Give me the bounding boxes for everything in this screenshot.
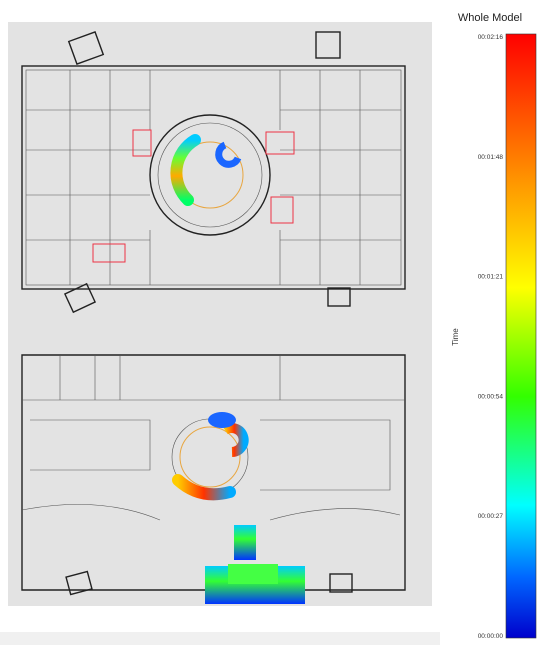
legend-tick-label: 00:00:54 — [478, 393, 504, 400]
scrollbar[interactable] — [0, 632, 440, 645]
floor-plan-lower — [21, 354, 406, 604]
legend-tick-label: 00:00:00 — [478, 633, 504, 640]
legend-tick-label: 00:01:48 — [478, 154, 504, 161]
legend-ticks: 00:02:16 00:01:48 00:01:21 00:00:54 00:00:27… — [478, 34, 504, 640]
legend-tick-label: 00:01:21 — [478, 274, 504, 281]
floor-plan-upper — [21, 31, 406, 314]
viewport[interactable] — [8, 22, 432, 606]
color-scale — [505, 33, 537, 639]
legend-axis-label: Time — [451, 328, 460, 346]
legend-tick-label: 00:00:27 — [478, 513, 504, 520]
legend-title: Whole Model — [458, 12, 522, 24]
legend-tick-label: 00:02:16 — [478, 34, 504, 41]
